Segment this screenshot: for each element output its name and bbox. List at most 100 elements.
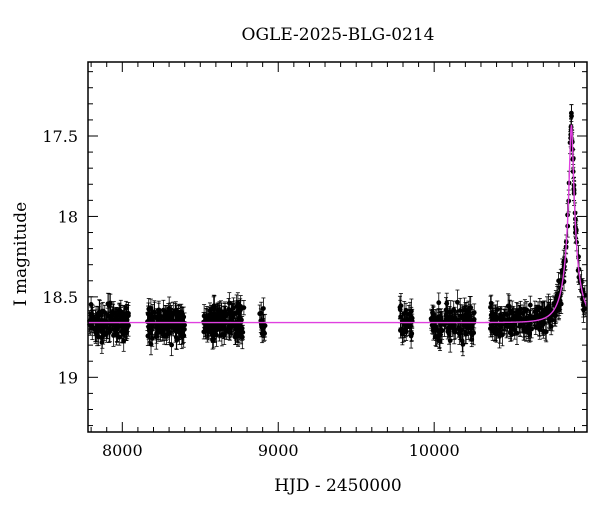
data-point xyxy=(540,328,546,334)
data-point xyxy=(258,310,264,316)
data-point xyxy=(438,314,444,320)
data-point xyxy=(148,341,154,347)
data-point xyxy=(399,328,405,334)
data-point xyxy=(541,309,547,315)
data-point xyxy=(99,334,105,340)
data-point xyxy=(460,341,466,347)
data-point xyxy=(553,313,559,318)
data-point xyxy=(92,316,98,322)
data-point xyxy=(527,302,533,308)
data-point xyxy=(147,315,153,320)
data-point xyxy=(409,330,414,336)
data-point xyxy=(455,299,460,305)
data-point xyxy=(156,329,162,334)
data-point xyxy=(516,315,522,320)
data-point xyxy=(439,319,445,325)
chart-title: OGLE-2025-BLG-0214 xyxy=(242,25,435,45)
y-tick-label: 18.5 xyxy=(42,288,78,307)
data-point xyxy=(404,324,410,330)
data-point xyxy=(493,326,499,332)
data-point xyxy=(124,317,130,323)
data-point xyxy=(452,329,458,335)
data-point xyxy=(497,329,503,334)
data-point xyxy=(398,314,404,320)
data-point xyxy=(173,335,179,340)
data-point xyxy=(204,314,210,320)
data-point xyxy=(232,310,238,316)
data-point xyxy=(99,328,105,333)
data-point xyxy=(146,306,152,312)
data-point xyxy=(95,312,101,318)
data-point xyxy=(261,329,267,335)
data-point xyxy=(521,327,527,332)
data-point xyxy=(107,314,113,320)
data-point xyxy=(179,334,185,339)
data-point xyxy=(226,311,232,317)
data-point xyxy=(448,316,454,321)
data-point xyxy=(237,328,242,334)
data-point xyxy=(123,305,129,311)
data-point xyxy=(145,333,151,339)
data-point xyxy=(207,308,213,314)
data-point xyxy=(536,325,542,331)
data-point xyxy=(517,311,523,316)
data-point xyxy=(182,326,187,332)
y-tick-label: 17.5 xyxy=(42,127,78,146)
data-point xyxy=(106,330,112,335)
y-axis-label: I magnitude xyxy=(11,202,31,306)
x-tick-label: 10000 xyxy=(409,441,460,460)
data-point xyxy=(492,311,498,317)
data-point xyxy=(177,309,183,315)
data-point xyxy=(149,324,155,330)
data-point xyxy=(169,342,175,348)
data-point xyxy=(444,301,450,306)
model-curve xyxy=(88,124,588,324)
data-point xyxy=(568,110,574,116)
data-point xyxy=(226,329,232,335)
data-point xyxy=(453,317,458,323)
data-point xyxy=(497,333,502,339)
data-point xyxy=(237,318,243,323)
data-point xyxy=(123,330,129,336)
y-tick-label: 18 xyxy=(58,207,78,226)
data-point xyxy=(160,307,166,313)
data-point xyxy=(238,307,244,313)
data-point xyxy=(121,338,127,344)
x-tick-label: 8000 xyxy=(102,441,143,460)
data-point xyxy=(213,318,219,323)
data-point xyxy=(149,336,155,341)
data-point xyxy=(177,329,182,335)
data-point xyxy=(89,323,95,328)
data-point xyxy=(96,322,101,328)
data-point xyxy=(89,311,95,316)
data-point xyxy=(446,331,452,337)
data-point xyxy=(170,310,176,316)
data-point xyxy=(510,316,516,322)
axes-layer: 8000 9000 10000 17.5 18 18.5 19 xyxy=(42,62,587,460)
data-point xyxy=(116,334,122,340)
data-point xyxy=(118,309,124,314)
data-point xyxy=(436,300,442,306)
data-point xyxy=(433,335,439,340)
data-point xyxy=(471,310,477,316)
data-point xyxy=(526,315,532,321)
x-tick-label: 9000 xyxy=(258,441,299,460)
data-point xyxy=(508,326,514,332)
data-point xyxy=(488,300,494,306)
data-point xyxy=(506,303,512,309)
data-point xyxy=(526,323,531,329)
data-point xyxy=(153,334,159,340)
model-curve-layer xyxy=(88,124,588,324)
data-point xyxy=(524,307,530,313)
data-point xyxy=(152,310,157,315)
y-tick-label: 19 xyxy=(58,368,78,387)
plot-frame xyxy=(87,61,588,433)
data-point xyxy=(203,326,209,332)
data-point xyxy=(432,323,438,329)
data-point xyxy=(111,333,116,338)
data-point xyxy=(498,312,503,318)
data-point xyxy=(221,332,227,338)
data-point xyxy=(163,311,169,317)
data-point xyxy=(105,301,111,307)
